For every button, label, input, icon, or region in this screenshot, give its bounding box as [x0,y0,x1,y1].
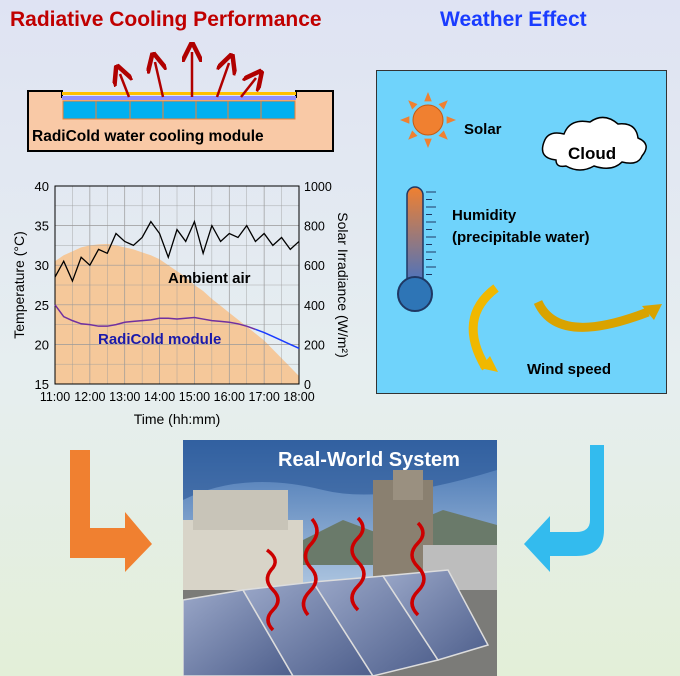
y2-tick-label: 600 [304,259,325,273]
x-tick-label: 14:00 [144,390,175,404]
ambient-air-label: Ambient air [168,270,251,287]
solar-label: Solar [464,121,502,138]
y-tick-label: 15 [35,377,49,392]
sun-ray [408,130,418,140]
humidity-label: Humidity [452,207,517,224]
cloud-label: Cloud [568,144,617,163]
right-title: Weather Effect [440,8,587,31]
thermometer-icon [397,186,436,312]
right-flow-arrow [524,445,604,572]
sun-ray [400,116,410,124]
module-diagram [27,0,334,152]
y-tick-label: 35 [35,219,49,234]
flow-arrows [70,445,604,572]
heat-wave-arrows [265,516,426,632]
sun-ray [424,92,432,102]
x-tick-label: 12:00 [74,390,105,404]
sun-ray [424,138,432,148]
x-tick-label: 13:00 [109,390,140,404]
humidity-sub-label: (precipitable water) [452,229,590,246]
y-tick-label: 40 [35,179,49,194]
x-tick-label: 17:00 [249,390,280,404]
sun-ray [438,100,448,110]
y2-tick-label: 400 [304,299,325,313]
cloud-icon [541,116,647,171]
y2-tick-label: 200 [304,338,325,352]
wind-label: Wind speed [527,361,612,378]
x-tick-label: 18:00 [283,390,314,404]
real-world-photo: Real-World System [183,440,497,676]
y-tick-label: 25 [35,298,49,313]
y2-tick-label: 0 [304,378,311,392]
plot-frame [54,185,300,385]
left-title: Radiative Cooling Performance [10,8,322,31]
y2-tick-label: 1000 [304,180,332,194]
y-tick-label: 20 [35,337,49,352]
sun-icon [400,92,456,148]
temperature-chart: 11:00 12:00 13:00 14:00 15:00 16:00 17:00 18:00… [11,179,351,427]
y-axis-label: Temperature (°C) [11,231,27,339]
x-axis-label: Time (hh:mm) [134,411,221,427]
y-tick-label: 30 [35,258,49,273]
left-flow-arrow [70,450,152,572]
weather-graphics [397,92,662,372]
x-tick-label: 16:00 [214,390,245,404]
sun-ray [446,116,456,124]
radicold-module-line-tail [255,328,300,350]
wind-arrows-icon [468,284,662,372]
photo-title: Real-World System [278,449,460,471]
x-tick-label: 15:00 [179,390,210,404]
y2-tick-label: 800 [304,220,325,234]
radicold-module-label: RadiCold module [98,331,221,348]
sun-ray [408,100,418,110]
module-label: RadiCold water cooling module [32,128,264,145]
sun-ray [438,130,448,140]
ambient-air-line [54,219,300,283]
radicold-module-line [54,304,256,331]
x-tick-label: 11:00 [40,390,70,404]
y2-axis-label: Solar Irradiance (W/m²) [335,212,351,357]
